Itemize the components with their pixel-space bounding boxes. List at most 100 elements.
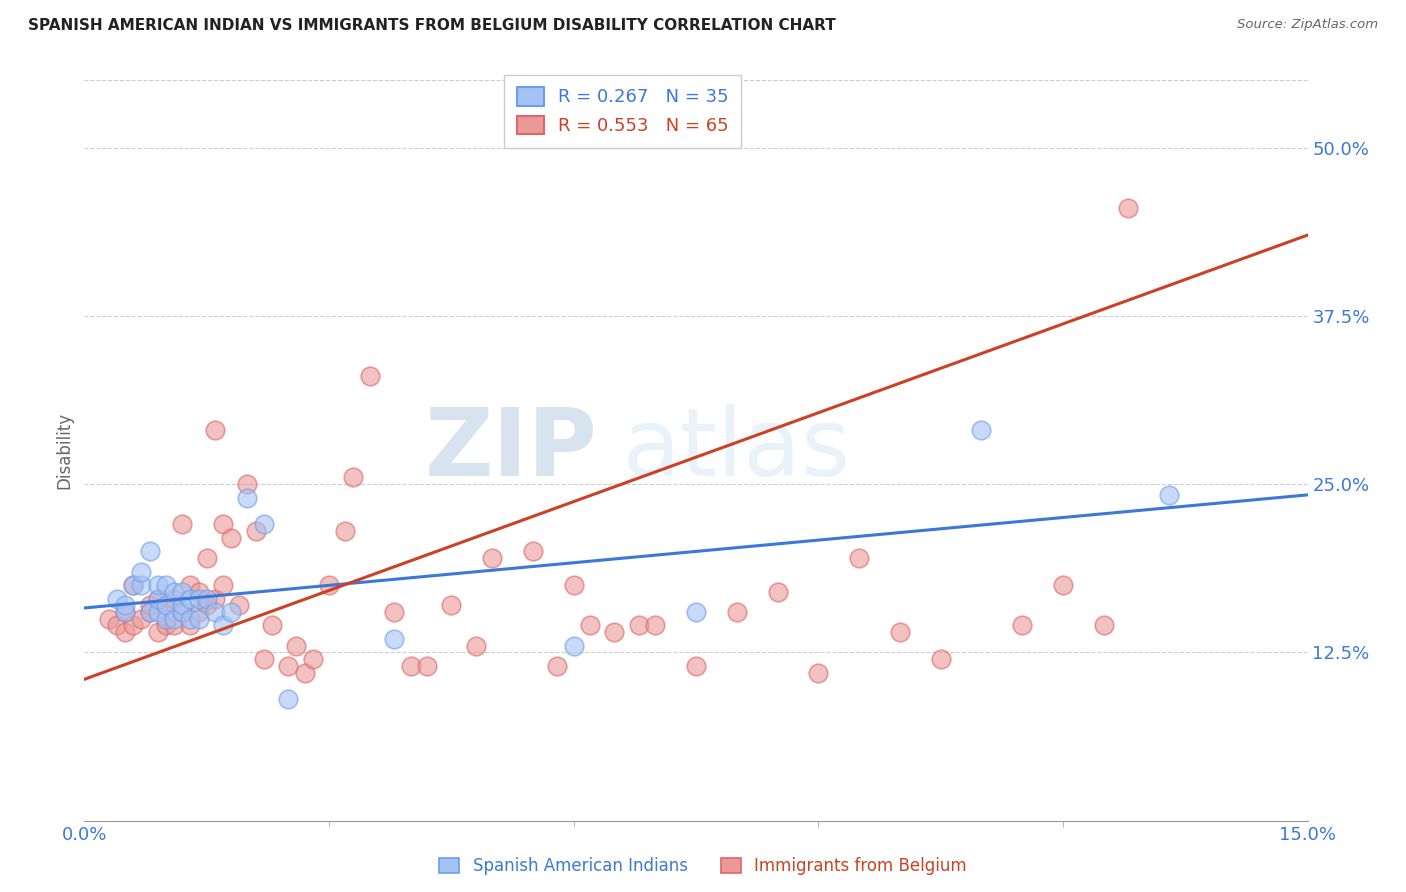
Point	[848, 551, 870, 566]
Point	[172, 605, 194, 619]
Point	[172, 605, 194, 619]
Point	[179, 618, 201, 632]
Point	[172, 517, 194, 532]
Point	[155, 599, 177, 613]
Point	[163, 612, 186, 626]
Point	[627, 618, 650, 632]
Point	[131, 565, 153, 579]
Point	[163, 591, 186, 606]
Point	[155, 599, 177, 613]
Point	[105, 618, 128, 632]
Point	[172, 599, 194, 613]
Point	[163, 584, 186, 599]
Point	[481, 551, 503, 566]
Point	[155, 578, 177, 592]
Point	[146, 591, 169, 606]
Point	[122, 578, 145, 592]
Point	[163, 618, 186, 632]
Point	[138, 605, 160, 619]
Point	[725, 605, 748, 619]
Point	[382, 605, 405, 619]
Point	[399, 658, 422, 673]
Point	[1157, 488, 1180, 502]
Point	[212, 517, 235, 532]
Point	[970, 423, 993, 437]
Point	[253, 517, 276, 532]
Point	[97, 612, 120, 626]
Point	[155, 618, 177, 632]
Point	[122, 578, 145, 592]
Point	[1052, 578, 1074, 592]
Point	[382, 632, 405, 646]
Legend: Spanish American Indians, Immigrants from Belgium: Spanish American Indians, Immigrants fro…	[430, 849, 976, 884]
Point	[522, 544, 544, 558]
Point	[114, 605, 136, 619]
Point	[644, 618, 666, 632]
Point	[1116, 201, 1139, 215]
Point	[212, 578, 235, 592]
Point	[204, 591, 226, 606]
Point	[195, 551, 218, 566]
Point	[187, 584, 209, 599]
Point	[146, 605, 169, 619]
Point	[562, 578, 585, 592]
Point	[114, 605, 136, 619]
Point	[105, 591, 128, 606]
Point	[219, 605, 242, 619]
Point	[187, 605, 209, 619]
Point	[245, 524, 267, 539]
Point	[146, 578, 169, 592]
Point	[219, 531, 242, 545]
Point	[766, 584, 789, 599]
Point	[114, 599, 136, 613]
Point	[204, 605, 226, 619]
Point	[277, 692, 299, 706]
Point	[579, 618, 602, 632]
Text: ZIP: ZIP	[425, 404, 598, 497]
Point	[416, 658, 439, 673]
Text: SPANISH AMERICAN INDIAN VS IMMIGRANTS FROM BELGIUM DISABILITY CORRELATION CHART: SPANISH AMERICAN INDIAN VS IMMIGRANTS FR…	[28, 18, 837, 33]
Point	[260, 618, 283, 632]
Point	[131, 578, 153, 592]
Point	[546, 658, 568, 673]
Point	[236, 491, 259, 505]
Point	[187, 591, 209, 606]
Point	[440, 599, 463, 613]
Point	[228, 599, 250, 613]
Point	[236, 477, 259, 491]
Text: Source: ZipAtlas.com: Source: ZipAtlas.com	[1237, 18, 1378, 31]
Point	[335, 524, 357, 539]
Point	[155, 612, 177, 626]
Point	[253, 652, 276, 666]
Point	[889, 625, 911, 640]
Point	[1092, 618, 1115, 632]
Point	[146, 591, 169, 606]
Y-axis label: Disability: Disability	[55, 412, 73, 489]
Point	[204, 423, 226, 437]
Legend: R = 0.267   N = 35, R = 0.553   N = 65: R = 0.267 N = 35, R = 0.553 N = 65	[503, 75, 741, 147]
Point	[138, 605, 160, 619]
Point	[685, 605, 707, 619]
Point	[122, 618, 145, 632]
Point	[464, 639, 486, 653]
Point	[685, 658, 707, 673]
Point	[195, 591, 218, 606]
Point	[301, 652, 323, 666]
Point	[212, 618, 235, 632]
Point	[131, 612, 153, 626]
Point	[179, 612, 201, 626]
Point	[179, 578, 201, 592]
Point	[294, 665, 316, 680]
Point	[359, 369, 381, 384]
Point	[342, 470, 364, 484]
Point	[318, 578, 340, 592]
Point	[138, 599, 160, 613]
Point	[195, 599, 218, 613]
Point	[277, 658, 299, 673]
Point	[114, 625, 136, 640]
Point	[138, 544, 160, 558]
Point	[603, 625, 626, 640]
Point	[146, 625, 169, 640]
Point	[807, 665, 830, 680]
Point	[179, 591, 201, 606]
